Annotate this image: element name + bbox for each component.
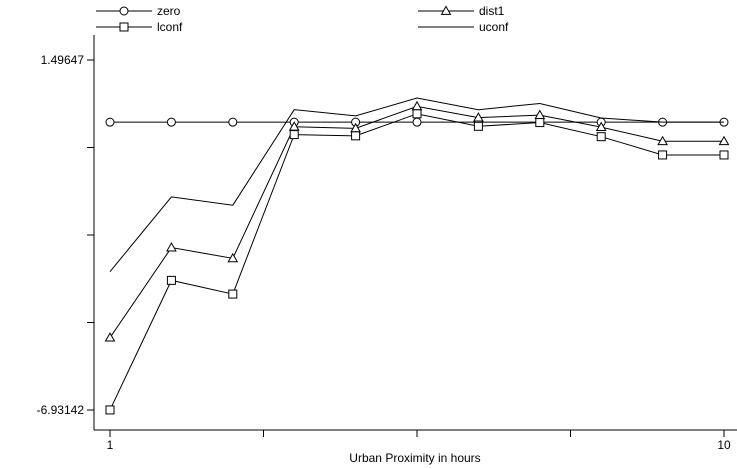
legend-marker-dist1 [440, 5, 452, 15]
data-point-dist1 [288, 121, 300, 131]
legend-item-uconf: uconf [418, 20, 509, 34]
data-point-dist1 [227, 252, 239, 263]
data-point-lconf [535, 118, 545, 128]
series-uconf [109, 97, 724, 272]
data-point-dist1 [595, 121, 607, 132]
legend-marker-lconf [119, 22, 129, 32]
data-point-lconf [412, 109, 422, 119]
legend-label: lconf [157, 20, 183, 34]
series-lconf [105, 109, 729, 415]
data-point-dist1 [718, 135, 730, 146]
data-point-lconf [658, 150, 668, 160]
data-point-lconf [228, 289, 238, 299]
data-point-lconf [351, 131, 361, 141]
data-point-lconf [105, 405, 115, 415]
data-point-dist1 [534, 109, 546, 119]
y-tick-label: -6.93142 [37, 403, 85, 417]
data-point-dist1 [657, 135, 668, 146]
series-line-dist1 [109, 105, 724, 338]
series-line-lconf [109, 113, 724, 411]
legend-item-lconf: lconf [96, 20, 183, 34]
data-point-dist1 [411, 100, 423, 111]
data-point-dist1 [166, 242, 177, 252]
series-layer [104, 97, 730, 415]
data-point-lconf [596, 132, 606, 142]
series-dist1 [104, 100, 730, 342]
data-point-dist1 [104, 332, 116, 342]
series-zero [105, 117, 729, 127]
series-line-uconf [109, 97, 724, 272]
x-tick-label: 1 [107, 438, 114, 452]
legend-item-zero: zero [96, 4, 181, 18]
x-tick-label: 10 [717, 438, 731, 452]
legend-marker-zero [119, 6, 129, 16]
data-point-lconf [719, 150, 729, 160]
data-point-lconf [473, 121, 483, 131]
legend-label: dist1 [479, 4, 505, 18]
data-point-zero [166, 117, 176, 127]
data-point-zero [105, 117, 115, 127]
legend: zero dist1 lconf uconf [96, 4, 509, 34]
legend-item-dist1: dist1 [418, 4, 505, 18]
legend-label: zero [157, 4, 181, 18]
x-axis-title: Urban Proximity in hours [349, 451, 480, 465]
data-point-lconf [289, 130, 299, 140]
data-point-lconf [166, 275, 176, 285]
data-point-zero [228, 117, 238, 127]
axes: 1.49647 -6.93142 1 10 [37, 35, 737, 452]
data-point-zero [412, 117, 422, 127]
data-point-dist1 [473, 112, 484, 122]
y-tick-label: 1.49647 [41, 53, 85, 67]
legend-label: uconf [479, 20, 509, 34]
